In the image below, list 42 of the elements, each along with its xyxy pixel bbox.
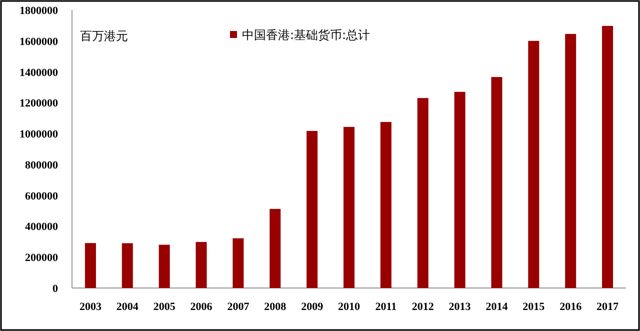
bar: [380, 122, 392, 288]
x-tick-label: 2003: [79, 301, 102, 313]
y-tick-label: 200000: [25, 252, 58, 264]
y-tick-label: 400000: [25, 221, 58, 234]
y-tick-label: 1600000: [20, 36, 58, 48]
x-tick-label: 2007: [227, 301, 250, 313]
x-tick-label: 2010: [338, 301, 360, 313]
bar: [232, 238, 244, 288]
bar: [417, 98, 428, 288]
bar: [602, 26, 614, 288]
x-tick-label: 2014: [486, 301, 508, 313]
y-axis-title: 百万港元: [80, 29, 128, 43]
y-tick-label: 1800000: [20, 5, 58, 17]
y-tick-label: 0: [52, 283, 58, 295]
bar: [491, 77, 502, 288]
x-tick-label: 2012: [412, 301, 434, 313]
bar: [528, 40, 540, 288]
x-tick-label: 2013: [448, 301, 472, 313]
x-tick-label: 2005: [153, 301, 176, 313]
x-tick-label: 2011: [375, 301, 397, 313]
x-tick-label: 2015: [522, 301, 546, 313]
y-tick-label: 1400000: [20, 66, 58, 79]
x-tick-label: 2016: [560, 301, 582, 313]
bar: [122, 243, 133, 288]
legend-label: 中国香港:基础货币:总计: [242, 28, 370, 42]
y-tick-label: 600000: [25, 190, 58, 202]
bar: [454, 92, 466, 288]
bar: [196, 242, 207, 288]
bar: [306, 130, 318, 288]
bar: [158, 244, 170, 288]
x-tick-label: 2009: [301, 301, 324, 313]
bar: [84, 243, 96, 288]
bar: [270, 208, 281, 288]
bar: [565, 34, 576, 288]
y-tick-label: 1000000: [20, 128, 58, 141]
x-tick-label: 2006: [190, 301, 213, 313]
x-tick-label: 2004: [116, 301, 139, 313]
y-tick-label: 800000: [25, 159, 58, 172]
x-tick-label: 2008: [264, 301, 287, 313]
x-tick-label: 2017: [596, 301, 620, 313]
y-tick-label: 1200000: [20, 98, 58, 110]
bar: [344, 126, 354, 288]
